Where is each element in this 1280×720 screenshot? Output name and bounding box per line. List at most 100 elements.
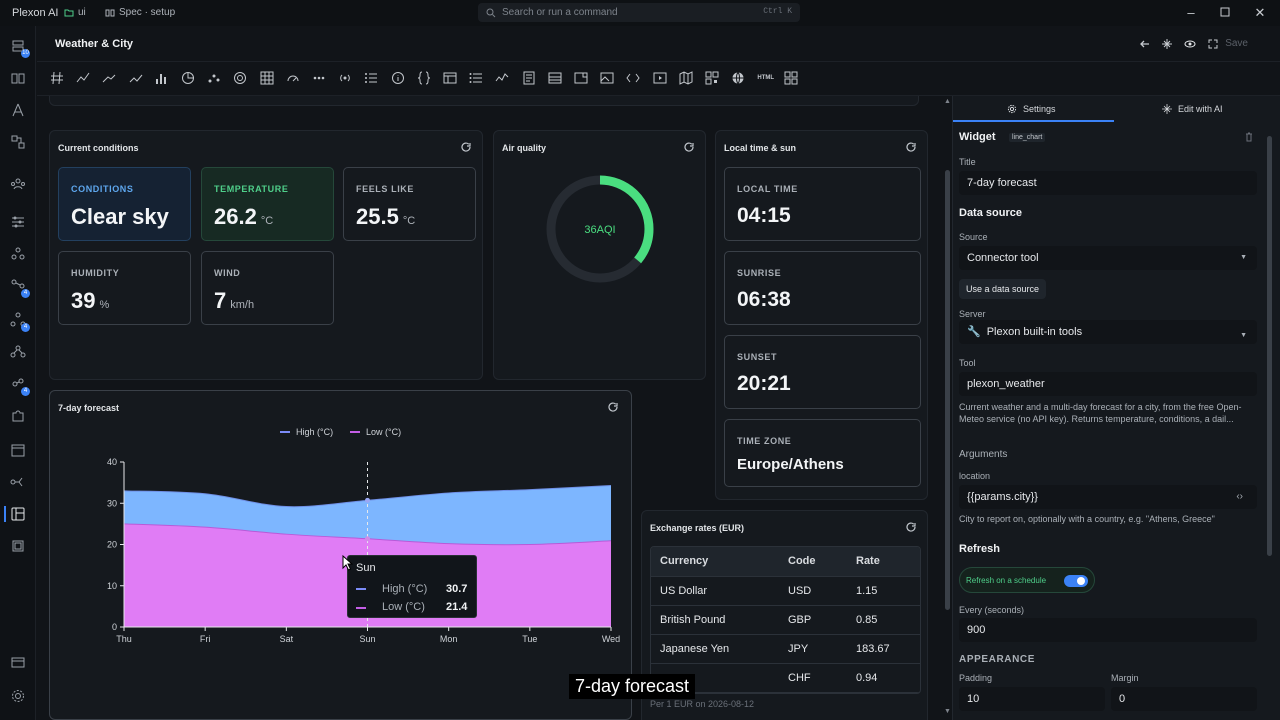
widgets-icon[interactable] — [784, 71, 798, 85]
stack-icon[interactable] — [10, 538, 26, 554]
branch-icon[interactable] — [10, 474, 26, 490]
grid-icon[interactable] — [260, 71, 274, 85]
sparkline-icon[interactable] — [495, 71, 509, 85]
table-icon[interactable] — [443, 71, 457, 85]
toggle-switch[interactable] — [1064, 575, 1088, 587]
more-icon[interactable] — [312, 71, 326, 85]
maximize-icon[interactable] — [1217, 5, 1233, 21]
code-toggle-icon[interactable]: ‹› — [1236, 491, 1243, 502]
forecast-chart[interactable]: High (°C) Low (°C) 0 10 20 30 40 Thu Fri Sat Sun Mo… — [50, 421, 633, 651]
gauge-icon[interactable] — [286, 71, 300, 85]
storage-icon[interactable] — [10, 654, 26, 670]
wind-card: WIND 7 km/h — [201, 251, 334, 325]
tool-input[interactable]: plexon_weather — [959, 372, 1257, 396]
graph-icon[interactable] — [10, 344, 26, 360]
expand-icon[interactable] — [1207, 38, 1219, 50]
refresh-icon[interactable] — [607, 401, 619, 413]
refresh-icon[interactable] — [460, 141, 472, 153]
gallery-icon[interactable] — [600, 71, 614, 85]
refresh-icon[interactable] — [905, 141, 917, 153]
back-icon[interactable] — [1139, 38, 1151, 50]
agents-icon[interactable]: 4 — [10, 376, 30, 396]
refresh-icon[interactable] — [905, 521, 917, 533]
html-widget-icon[interactable]: HTML — [757, 75, 775, 81]
y-tick-label: 40 — [107, 457, 117, 467]
toggle-knob — [1077, 577, 1085, 585]
trend-line-icon[interactable] — [102, 71, 116, 85]
card-label: CONDITIONS — [71, 184, 134, 194]
y-tick-label: 20 — [107, 540, 117, 550]
calendar-icon[interactable] — [10, 442, 26, 458]
sliders-icon[interactable] — [10, 214, 26, 230]
refresh-icon[interactable] — [683, 141, 695, 153]
save-button[interactable]: Save — [1225, 38, 1248, 49]
globe-icon[interactable] — [731, 71, 745, 85]
rates-table-wrap: Currency Code Rate US Dollar USD 1.15 Brit… — [650, 546, 921, 694]
image-icon[interactable] — [574, 71, 588, 85]
card-unit: °C — [260, 215, 274, 227]
webhook-icon[interactable] — [10, 246, 26, 262]
target-icon[interactable] — [233, 71, 247, 85]
every-seconds-input[interactable]: 900 — [959, 618, 1257, 642]
bar-chart-icon[interactable] — [155, 71, 169, 85]
tooltip-high-value: 30.7 — [446, 583, 468, 595]
book-open-icon[interactable] — [10, 70, 26, 86]
scroll-down-icon[interactable]: ▼ — [944, 708, 951, 715]
video-icon[interactable] — [653, 71, 667, 85]
left-rail: 10 4 4 4 — [0, 26, 36, 720]
eye-icon[interactable] — [1184, 38, 1196, 50]
layout-icon[interactable] — [10, 506, 26, 522]
list-ordered-icon[interactable] — [364, 71, 378, 85]
trash-icon[interactable] — [1245, 132, 1253, 142]
list-icon[interactable] — [469, 71, 483, 85]
location-input[interactable]: {{params.city}} ‹› — [959, 485, 1257, 509]
hash-icon[interactable] — [50, 71, 64, 85]
qr-icon[interactable] — [705, 71, 719, 85]
breadcrumb-spec[interactable]: Spec · setup — [105, 7, 175, 18]
flow-icon[interactable] — [10, 134, 26, 150]
breadcrumb-folder[interactable]: ui — [64, 7, 86, 18]
margin-input[interactable]: 0 — [1111, 687, 1257, 711]
scatter-icon[interactable] — [207, 71, 221, 85]
nodes-icon[interactable]: 4 — [10, 278, 30, 298]
line-chart-icon[interactable] — [76, 71, 90, 85]
map-icon[interactable] — [679, 71, 693, 85]
widget-toolbar: HTML — [37, 62, 1280, 96]
panel-icon[interactable] — [548, 71, 562, 85]
code-icon[interactable] — [626, 71, 641, 85]
command-search[interactable]: Search or run a command Ctrl K — [478, 3, 800, 22]
area-chart-icon[interactable] — [129, 71, 143, 85]
settings-panel: Settings Edit with AI Widget line_chart … — [952, 96, 1280, 720]
use-data-source-button[interactable]: Use a data source — [959, 279, 1047, 299]
braces-icon[interactable] — [417, 71, 431, 85]
canvas-scrollbar[interactable]: ▲ ▼ — [943, 96, 952, 720]
title-input[interactable]: 7-day forecast — [959, 171, 1257, 195]
sparkle-icon[interactable] — [1161, 38, 1173, 50]
scroll-up-icon[interactable]: ▲ — [944, 98, 951, 105]
scrollbar-thumb[interactable] — [945, 170, 950, 610]
compass-icon[interactable] — [10, 102, 26, 118]
tab-edit-with-ai[interactable]: Edit with AI — [1162, 104, 1223, 114]
settings-scrollbar-thumb[interactable] — [1267, 136, 1272, 556]
share-icon[interactable]: 4 — [10, 312, 30, 332]
server-select[interactable]: 🔧 Plexon built-in tools ▼ — [959, 320, 1257, 344]
pie-chart-icon[interactable] — [181, 71, 195, 85]
broadcast-icon[interactable] — [338, 71, 352, 85]
close-window-icon[interactable]: ✕ — [1254, 5, 1266, 20]
team-icon[interactable] — [10, 176, 26, 192]
tooltip-high-label: High (°C) — [382, 583, 428, 595]
card-unit: °C — [402, 215, 416, 227]
info-icon[interactable] — [391, 71, 405, 85]
source-select[interactable]: Connector tool ▼ — [959, 246, 1257, 270]
padding-input[interactable]: 10 — [959, 687, 1105, 711]
tab-settings[interactable]: Settings — [1007, 104, 1056, 114]
minimize-icon[interactable]: – — [1187, 5, 1195, 20]
refresh-schedule-toggle[interactable]: Refresh on a schedule — [959, 567, 1095, 593]
database-icon[interactable]: 10 — [10, 38, 30, 58]
puzzle-icon[interactable] — [10, 408, 26, 424]
gear-icon[interactable] — [10, 688, 26, 704]
aqi-unit: AQI — [597, 224, 616, 236]
document-icon[interactable] — [522, 71, 536, 85]
code-cell: USD — [779, 576, 847, 606]
forecast-panel[interactable]: 7-day forecast High (°C) Low (°C) 0 10 20 30 4… — [49, 390, 632, 720]
